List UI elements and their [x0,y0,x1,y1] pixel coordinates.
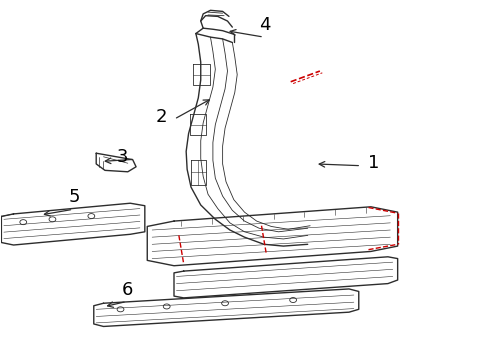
Text: 4: 4 [259,16,270,34]
Text: 3: 3 [116,148,127,166]
Text: 2: 2 [155,108,166,126]
Text: 1: 1 [368,154,379,172]
Text: 5: 5 [68,188,80,206]
Text: 6: 6 [122,280,133,298]
